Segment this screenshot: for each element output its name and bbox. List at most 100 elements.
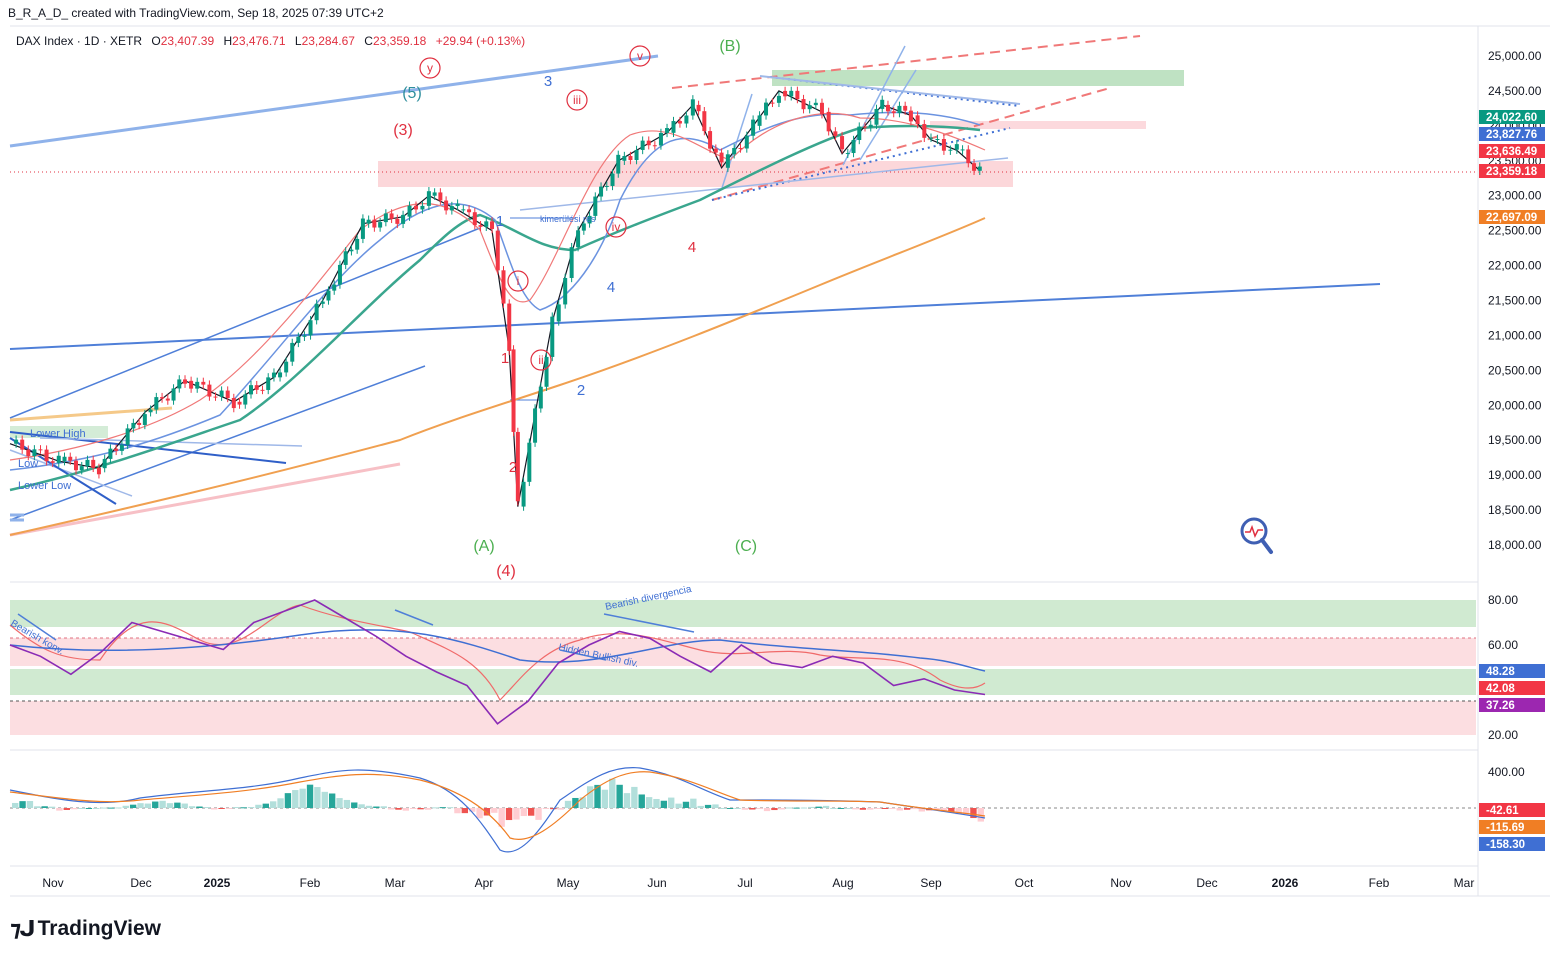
rsi-ma-line <box>9 629 986 672</box>
macd-bar <box>380 806 387 808</box>
tradingview-brand: TradingView <box>37 917 161 940</box>
candle-body <box>868 124 873 128</box>
candle-body <box>744 135 749 149</box>
candle-body <box>137 422 142 425</box>
candle-body <box>426 191 431 206</box>
price-axis[interactable]: 25,000.0024,500.0024,000.0023,500.0023,0… <box>1488 49 1542 779</box>
candle-body <box>725 154 730 168</box>
candle-body <box>929 137 933 139</box>
supply-zone[interactable] <box>378 161 1013 187</box>
drawing-lines[interactable] <box>9 35 1381 661</box>
macd-bar <box>638 794 645 808</box>
macd-bar <box>410 808 417 809</box>
resistance-zone[interactable] <box>930 121 1146 129</box>
candle-body <box>960 149 965 151</box>
candle-body <box>783 90 788 97</box>
macd-bar <box>402 808 410 811</box>
price-tag <box>1479 803 1545 817</box>
candle-body <box>719 152 724 163</box>
wave-label: y <box>427 61 433 75</box>
wave-label: (3) <box>393 122 413 139</box>
price-tag-label: -115.69 <box>1486 822 1524 834</box>
macd-bar <box>859 808 867 810</box>
candle-body <box>366 219 371 224</box>
macd-bar <box>56 808 63 811</box>
macd-bar <box>469 808 476 812</box>
candle-body <box>62 456 67 462</box>
candle-body <box>646 140 651 146</box>
macd-bar <box>601 789 609 808</box>
candle-body <box>38 449 43 451</box>
candle-body <box>68 456 73 461</box>
macd-bar <box>19 801 26 808</box>
candle-body <box>271 372 276 378</box>
candle-body <box>954 144 959 150</box>
candle-body <box>897 105 902 114</box>
candle-body <box>114 448 119 451</box>
macd-bar <box>771 808 778 811</box>
rsi-overbought-zone <box>10 600 1476 627</box>
macd-bar <box>211 808 218 810</box>
rsi-line <box>9 599 986 725</box>
macd-bar <box>668 797 675 808</box>
candle-body <box>690 99 695 116</box>
macd-bar <box>439 807 446 809</box>
candle-body <box>527 442 532 482</box>
candle-body <box>684 115 689 124</box>
macd-bar <box>247 807 255 809</box>
candle-body <box>249 385 254 395</box>
close-label: C <box>364 34 373 48</box>
price-series <box>9 90 981 507</box>
candle-body <box>935 138 940 140</box>
macd-bar <box>483 808 491 816</box>
wave-label: (5) <box>402 85 422 102</box>
tradingview-logo[interactable]: ⁊ᒍ TradingView <box>10 916 161 942</box>
macd-bar <box>432 807 439 809</box>
candle-body <box>237 401 242 405</box>
macd-bar <box>653 798 660 808</box>
macd-bar <box>306 784 314 808</box>
macd-bar <box>734 808 741 809</box>
macd-bar <box>505 808 513 821</box>
target-zone[interactable] <box>772 70 1184 86</box>
candle-body <box>671 121 676 133</box>
candle-body <box>32 449 37 457</box>
time-axis[interactable]: Nov Dec 2025 Feb Mar Apr May Jun Jul Aug Sep Oct Nov… <box>42 876 1474 890</box>
tradingview-icon: ⁊ᒍ <box>10 916 36 941</box>
candle-body <box>444 200 449 211</box>
price-tag <box>1479 210 1545 224</box>
candle-body <box>91 459 96 468</box>
wave-label: 4 <box>688 239 696 256</box>
candle-body <box>432 192 437 196</box>
macd-bar <box>712 804 719 808</box>
macd-bar <box>741 808 749 810</box>
candle-body <box>732 147 737 155</box>
macd-bar <box>70 808 78 810</box>
magnifier-icon[interactable] <box>1240 517 1273 554</box>
price-tick-label: 20,000.00 <box>1488 398 1542 412</box>
candle-body <box>472 212 477 226</box>
candle-body <box>521 481 526 507</box>
macd-bar <box>955 808 962 815</box>
macd-bar <box>513 808 520 820</box>
candle-body <box>757 115 762 126</box>
candle-body <box>219 390 224 397</box>
macd-bar <box>660 800 668 808</box>
candle-body <box>658 132 663 146</box>
candle-body <box>581 223 586 231</box>
price-tick-label: 22,000.00 <box>1488 259 1542 273</box>
price-tag-label: 37.26 <box>1486 700 1515 712</box>
price-tag <box>1479 110 1545 124</box>
candle-body <box>569 247 574 278</box>
candle-body <box>189 380 194 389</box>
macd-bar <box>520 808 527 817</box>
macd-bar <box>727 808 734 809</box>
candle-body <box>449 206 454 211</box>
symbol-label[interactable]: DAX Index · 1D · XETR <box>16 34 143 48</box>
candle-body <box>972 163 977 171</box>
chart-canvas[interactable]: 25,000.0024,500.0024,000.0023,500.0023,0… <box>0 0 1560 910</box>
candle-body <box>556 304 561 322</box>
macd-bar <box>527 808 535 816</box>
price-tick-label: 18,000.00 <box>1488 538 1542 552</box>
time-tick-label: May <box>557 876 580 890</box>
